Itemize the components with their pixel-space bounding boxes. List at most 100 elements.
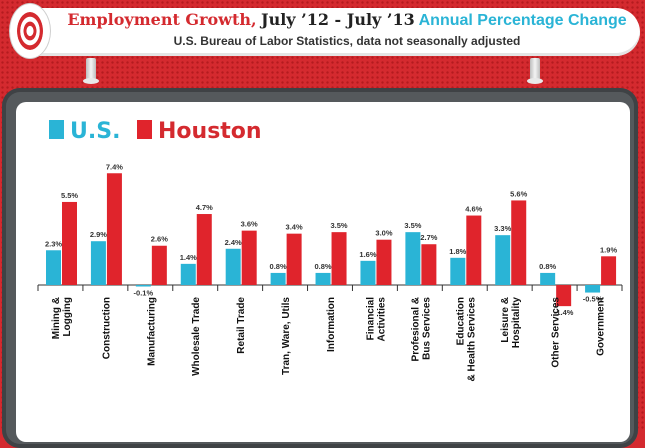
data-label-us-11: 0.8% xyxy=(539,262,556,271)
legend-houston-label: Houston xyxy=(158,119,262,144)
bar-houston-1 xyxy=(106,173,122,285)
data-label-houston-2: 2.6% xyxy=(151,235,168,244)
bar-us-4 xyxy=(225,248,241,285)
data-label-houston-9: 4.6% xyxy=(465,205,482,214)
data-label-houston-3: 4.7% xyxy=(196,203,213,212)
target-icon xyxy=(17,12,43,50)
category-label-line: Leisure & xyxy=(500,297,511,343)
data-label-houston-5: 3.4% xyxy=(286,223,303,232)
bar-us-1 xyxy=(90,241,106,285)
category-label-line: Activities xyxy=(376,297,387,342)
data-label-houston-1: 7.4% xyxy=(106,162,123,171)
category-label-line: & Health Services xyxy=(466,297,477,382)
category-label-line: Construction xyxy=(101,297,112,359)
bar-us-12 xyxy=(585,285,601,293)
bar-us-11 xyxy=(540,272,556,285)
sign-post-left xyxy=(83,58,99,84)
category-label-4: Retail Trade xyxy=(236,297,247,354)
bar-houston-7 xyxy=(376,239,392,285)
bar-houston-8 xyxy=(421,244,437,285)
category-label-line: Profesional & xyxy=(410,297,421,361)
title-banner: Employment Growth, July ’12 - July ’13 A… xyxy=(10,4,642,58)
category-label-3: Wholesale Trade xyxy=(191,297,202,376)
category-label-11: Other Services xyxy=(551,297,562,368)
bar-us-9 xyxy=(450,257,466,285)
data-label-houston-0: 5.5% xyxy=(61,191,78,200)
sign-post-right xyxy=(527,58,543,84)
bar-us-5 xyxy=(270,272,286,285)
bar-us-2 xyxy=(135,285,151,287)
bar-houston-3 xyxy=(196,214,212,285)
bar-chart: U.S. Houston 2.3% 5.5% Mining & Logging 2.9% 7… xyxy=(37,119,623,382)
bar-us-10 xyxy=(495,235,511,285)
bars-group xyxy=(37,173,623,307)
category-label-line: Retail Trade xyxy=(236,297,247,354)
category-label-10: Leisure & Hospitality xyxy=(500,297,522,349)
category-label-0: Mining & Logging xyxy=(51,297,73,339)
category-label-line: Bus Services xyxy=(421,297,432,360)
bar-houston-5 xyxy=(286,233,302,285)
title-part2: July ’12 - July ’13 xyxy=(261,10,415,29)
category-label-line: Financial xyxy=(365,297,376,341)
category-label-5: Tran, Ware, Utils xyxy=(281,297,292,375)
bar-houston-9 xyxy=(466,215,482,285)
data-label-houston-8: 2.7% xyxy=(420,233,437,242)
bar-houston-11 xyxy=(556,285,572,307)
title-part1: Employment Growth, xyxy=(67,10,257,29)
category-label-line: Tran, Ware, Utils xyxy=(281,297,292,375)
data-label-us-1: 2.9% xyxy=(90,230,107,239)
category-label-line: Other Services xyxy=(551,297,562,368)
bar-us-3 xyxy=(180,263,196,285)
category-label-12: Government xyxy=(596,296,607,356)
legend: U.S. Houston xyxy=(49,119,262,144)
bar-houston-12 xyxy=(601,256,617,285)
category-label-7: Financial Activities xyxy=(365,297,387,342)
data-label-us-5: 0.8% xyxy=(270,262,287,271)
category-label-1: Construction xyxy=(101,297,112,359)
legend-houston-swatch xyxy=(137,120,152,139)
data-label-us-8: 3.5% xyxy=(404,221,421,230)
category-label-6: Information xyxy=(326,297,337,352)
category-label-2: Manufacturing xyxy=(146,297,157,366)
data-label-us-7: 1.6% xyxy=(359,250,376,259)
category-label-9: Education & Health Services xyxy=(455,297,477,382)
banner-tube xyxy=(30,8,640,56)
category-label-line: Government xyxy=(596,296,607,356)
data-label-houston-7: 3.0% xyxy=(375,229,392,238)
bar-houston-10 xyxy=(511,200,527,285)
bar-houston-2 xyxy=(151,245,167,285)
category-label-line: Education xyxy=(455,297,466,345)
bar-us-7 xyxy=(360,260,376,285)
bar-houston-0 xyxy=(62,201,77,285)
bar-us-8 xyxy=(405,232,421,285)
category-label-8: Profesional & Bus Services xyxy=(410,297,432,362)
data-label-houston-10: 5.6% xyxy=(510,189,527,198)
category-label-line: Logging xyxy=(62,297,73,336)
category-label-line: Manufacturing xyxy=(146,297,157,366)
labels-group: 2.3% 5.5% Mining & Logging 2.9% 7.4% Construct… xyxy=(45,162,618,381)
bar-houston-6 xyxy=(331,232,347,285)
bar-us-0 xyxy=(46,250,61,285)
chart-title: Employment Growth, July ’12 - July ’13 A… xyxy=(52,10,642,30)
title-part3: Annual Percentage Change xyxy=(418,12,627,29)
data-label-houston-6: 3.5% xyxy=(330,221,347,230)
data-label-us-6: 0.8% xyxy=(314,262,331,271)
data-label-houston-11: -1.4% xyxy=(554,308,574,317)
category-label-line: Information xyxy=(326,297,337,352)
data-label-houston-4: 3.6% xyxy=(241,220,258,229)
legend-us-label: U.S. xyxy=(70,119,120,144)
category-label-line: Wholesale Trade xyxy=(191,297,202,376)
banner-cap xyxy=(10,4,50,58)
chart-subtitle: U.S. Bureau of Labor Statistics, data no… xyxy=(173,34,521,48)
category-label-line: Hospitality xyxy=(511,297,522,349)
data-label-us-2: -0.1% xyxy=(134,289,154,298)
data-label-us-12: -0.5% xyxy=(583,295,603,304)
category-label-line: Mining & xyxy=(51,297,62,339)
bar-houston-4 xyxy=(241,230,257,285)
data-label-us-3: 1.4% xyxy=(180,253,197,262)
data-label-us-10: 3.3% xyxy=(494,224,511,233)
data-label-us-9: 1.8% xyxy=(449,247,466,256)
bar-us-6 xyxy=(315,272,331,285)
data-label-us-0: 2.3% xyxy=(45,239,62,248)
legend-us-swatch xyxy=(49,120,64,139)
